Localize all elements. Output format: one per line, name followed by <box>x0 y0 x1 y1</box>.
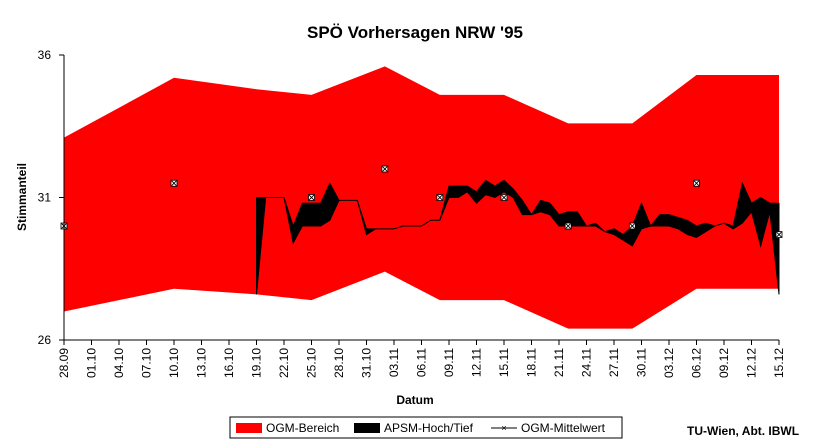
series-apsm-hoch-tief <box>256 179 780 295</box>
series-ogm-bereich <box>64 66 779 329</box>
credit-text: TU-Wien, Abt. IBWL <box>687 424 800 438</box>
ogm-mittelwert-point <box>500 194 508 201</box>
y-tick-label: 31 <box>38 191 52 205</box>
x-tick-label: 12.11 <box>470 348 484 377</box>
apsm-band <box>256 179 780 295</box>
chart-title: SPÖ Vorhersagen NRW '95 <box>307 23 523 42</box>
x-tick-label: 15.12 <box>772 348 786 378</box>
x-tick-label: 04.10 <box>112 348 126 378</box>
x-tick-label: 28.09 <box>57 348 71 378</box>
y-tick-label: 26 <box>38 333 52 347</box>
x-axis-title: Datum <box>396 393 433 407</box>
ogm-mittelwert-point <box>170 179 178 187</box>
ogm-mittelwert-point <box>381 165 389 173</box>
ogm-mittelwert-point <box>693 179 700 187</box>
legend-label-ogm-mittelwert: OGM-Mittelwert <box>521 421 606 435</box>
x-tick-label: 21.11 <box>552 348 566 377</box>
x-tick-label: 28.10 <box>332 348 346 378</box>
x-tick-label: 22.10 <box>277 348 291 378</box>
x-tick-label: 01.10 <box>85 348 99 378</box>
legend-box <box>229 416 623 439</box>
legend-marker-ogm-mittelwert: × <box>501 423 506 433</box>
plot-area <box>60 66 783 329</box>
legend: OGM-Bereich APSM-Hoch/Tief × OGM-Mittelw… <box>229 416 623 439</box>
x-tick-label: 07.10 <box>140 348 154 378</box>
legend-swatch-apsm-hoch-tief <box>354 423 380 433</box>
x-tick-label: 30.11 <box>635 348 649 377</box>
y-tick-label: 36 <box>38 48 52 62</box>
y-axis-title: Stimmanteil <box>15 163 29 231</box>
legend-label-apsm-hoch-tief: APSM-Hoch/Tief <box>384 421 474 435</box>
x-tick-label: 25.10 <box>305 348 319 378</box>
x-tick-label: 24.11 <box>580 348 594 377</box>
x-tick-label: 10.10 <box>167 348 181 378</box>
ogm-mittelwert-point <box>564 222 572 230</box>
x-tick-label: 03.12 <box>662 348 676 378</box>
y-ticks: 26 31 36 <box>38 48 64 347</box>
ogm-mittelwert-point <box>436 194 444 201</box>
x-tick-label: 31.10 <box>360 348 374 378</box>
x-tick-label: 27.11 <box>607 348 621 377</box>
x-tick-label: 06.12 <box>690 348 704 378</box>
x-ticks: 28.09 01.10 04.10 07.10 10.10 13.10 16.10 19.10… <box>57 340 786 378</box>
x-tick-label: 06.11 <box>415 348 429 377</box>
x-tick-label: 03.11 <box>387 348 401 377</box>
x-tick-label: 09.12 <box>717 348 731 378</box>
axes: 26 31 36 28.09 01.10 04.10 07.10 10.10 13.10 16.… <box>38 48 786 378</box>
x-tick-label: 09.11 <box>442 348 456 377</box>
x-tick-label: 12.12 <box>745 348 759 378</box>
ogm-mittelwert-point <box>628 222 636 230</box>
x-tick-label: 18.11 <box>525 348 539 377</box>
ogm-mittelwert-point <box>308 194 315 201</box>
x-tick-label: 13.10 <box>195 348 209 378</box>
x-tick-label: 15.11 <box>497 348 511 377</box>
legend-swatch-ogm-bereich <box>236 423 262 433</box>
series-ogm-mittelwert <box>60 165 783 238</box>
x-tick-label: 16.10 <box>222 348 236 378</box>
ogm-mittelwert-point <box>775 231 783 238</box>
legend-label-ogm-bereich: OGM-Bereich <box>266 421 339 435</box>
x-tick-label: 19.10 <box>250 348 264 378</box>
ogm-bereich-band <box>64 66 779 329</box>
